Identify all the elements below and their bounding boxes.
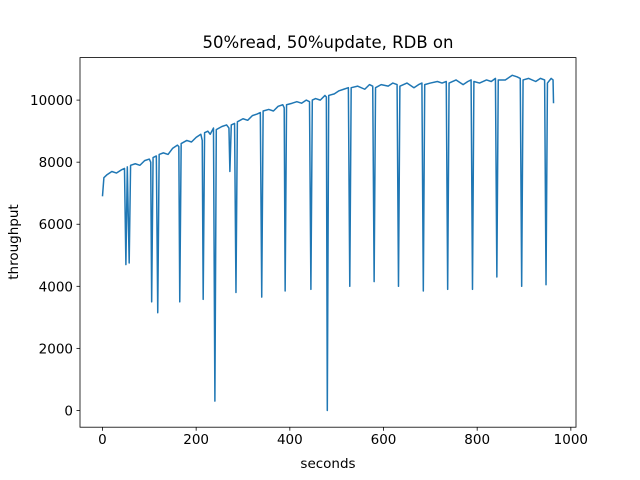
x-tick-label: 0 (98, 432, 107, 448)
axes-frame (79, 57, 577, 428)
x-tick-label: 400 (277, 432, 303, 448)
y-tick-label: 10000 (30, 93, 73, 109)
x-tick-label: 200 (183, 432, 209, 448)
x-axis-label: seconds (300, 456, 355, 472)
x-tick-label: 1000 (554, 432, 588, 448)
y-tick-label: 6000 (39, 217, 73, 233)
x-tick-label: 600 (371, 432, 397, 448)
y-tick-label: 0 (64, 403, 73, 419)
y-axis-label: throughput (6, 204, 22, 279)
y-tick-label: 4000 (39, 279, 73, 295)
y-tick-label: 2000 (39, 341, 73, 357)
line (101, 74, 555, 412)
x-tick-label: 800 (464, 432, 490, 448)
y-tick-label: 8000 (39, 155, 73, 171)
chart-title: 50%read, 50%update, RDB on (203, 33, 454, 52)
